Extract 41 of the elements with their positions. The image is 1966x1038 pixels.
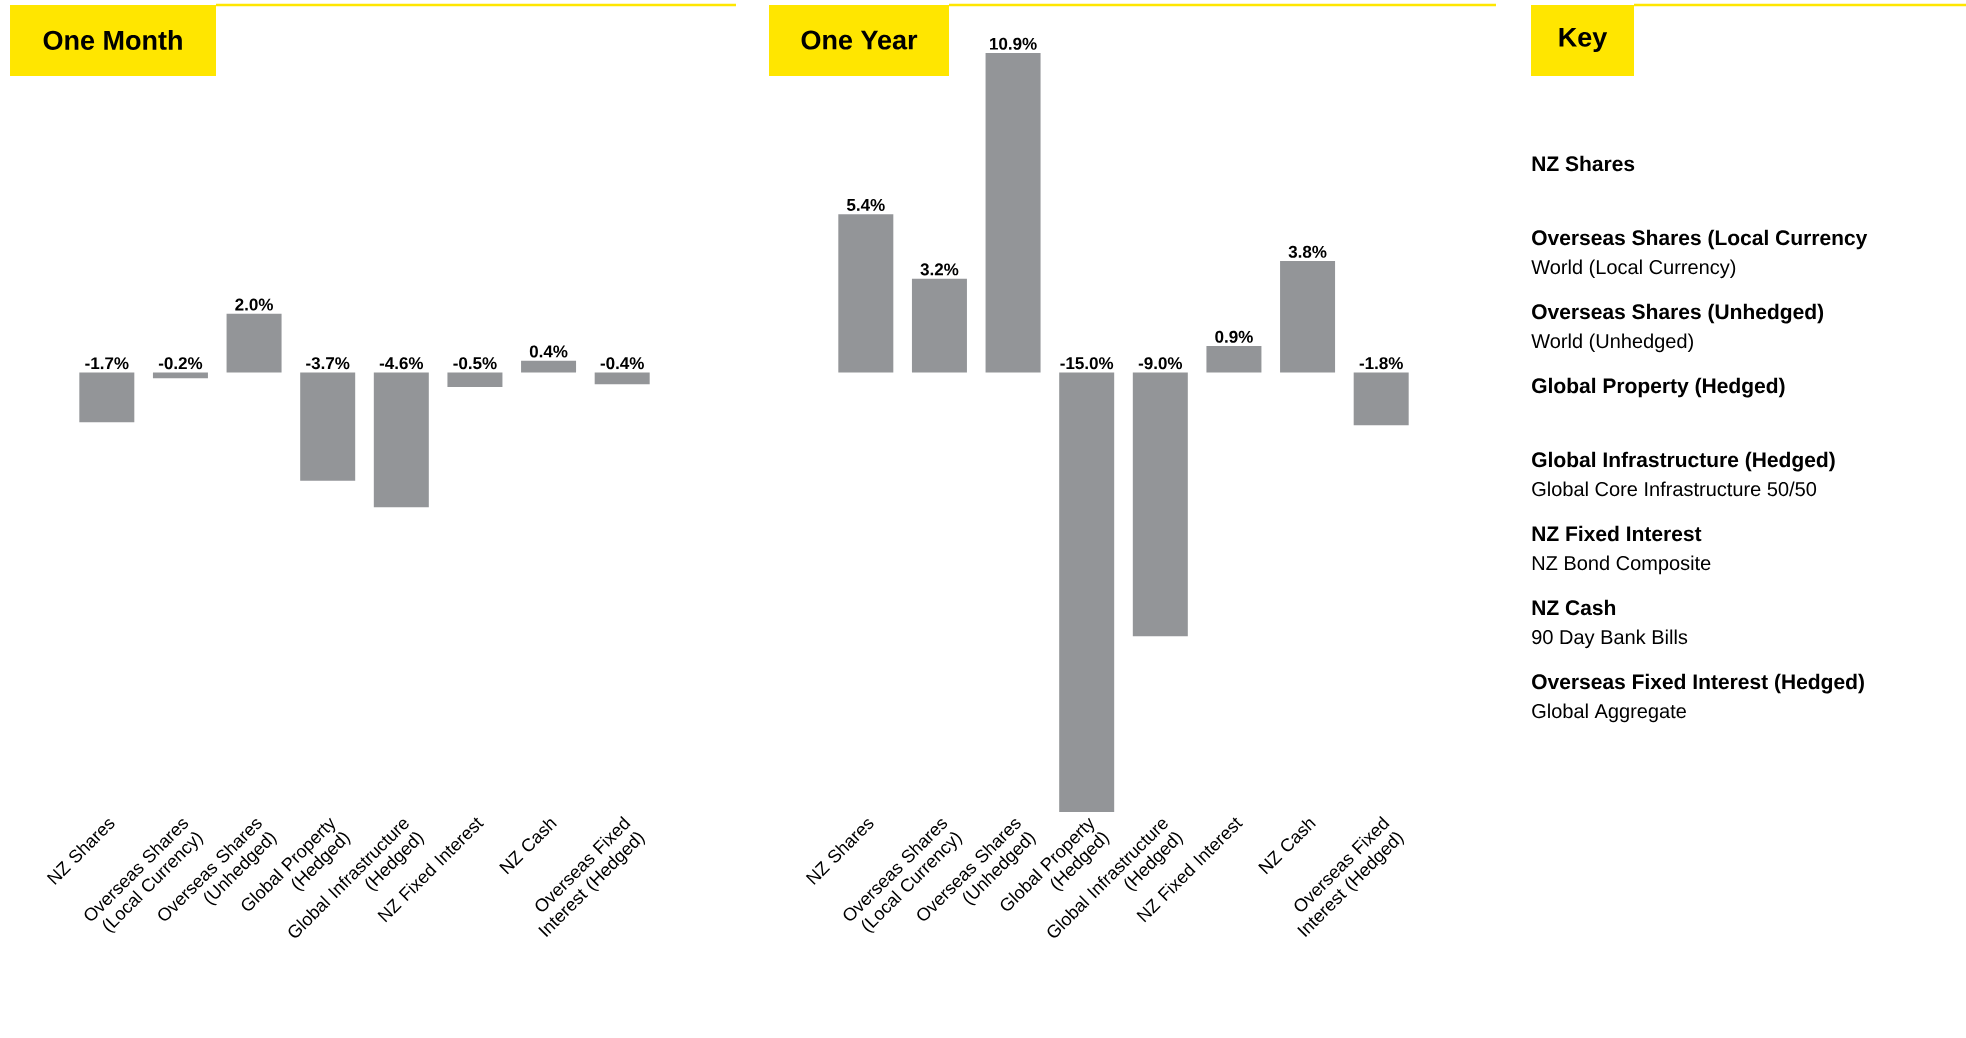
bar <box>1059 372 1115 812</box>
data-label: -9.0% <box>1138 357 1183 370</box>
data-label: -0.5% <box>453 357 497 370</box>
text: NZ Bond Composite <box>1532 555 1711 575</box>
text: World (Local Currency) <box>1531 259 1736 279</box>
data-label: 3.2% <box>920 263 959 276</box>
data-label: 0.4% <box>529 345 568 358</box>
category-label: Overseas Fixed Interest (Hedged) <box>1532 673 1864 694</box>
data-label: -1.7% <box>85 357 129 370</box>
category-label: Global Property (Hedged) <box>1532 377 1785 398</box>
category-label: Global Infrastructure (Hedged) <box>1532 451 1835 472</box>
data-label: 0.9% <box>1215 330 1253 343</box>
text: Global Aggregate <box>1532 703 1686 723</box>
text: Key <box>1559 27 1608 53</box>
category-label: Overseas Shares (Local Currency <box>1532 229 1868 250</box>
category-label: NZ Fixed Interest <box>1532 525 1702 542</box>
text: World (Unhedged) <box>1531 333 1693 353</box>
bar <box>1353 372 1409 426</box>
category-label: Overseas Shares (Unhedged) <box>1532 303 1824 324</box>
bar <box>1132 372 1188 637</box>
data-label: -0.4% <box>600 357 644 370</box>
bar <box>911 278 967 373</box>
data-label: -1.8% <box>1359 357 1403 370</box>
bar <box>1206 346 1262 373</box>
data-label: -15.0% <box>1060 357 1114 370</box>
data-label: 2.0% <box>235 298 273 311</box>
bar <box>1280 261 1336 373</box>
category-label: NZ Shares <box>1532 155 1635 172</box>
category-label: NZ Cash <box>1532 599 1616 616</box>
data-label: -0.2% <box>158 357 203 370</box>
text: 90 Day Bank Bills <box>1532 629 1688 649</box>
data-label: 10.9% <box>990 37 1037 50</box>
data-label: 3.8% <box>1288 245 1327 258</box>
data-label: -3.7% <box>306 357 350 370</box>
chart-title: One Month <box>43 30 182 50</box>
chart-title: One Year <box>801 30 918 50</box>
data-label: 5.4% <box>846 198 885 211</box>
text: Global Core Infrastructure 50/50 <box>1532 481 1817 497</box>
bar <box>838 214 894 373</box>
data-label: -4.6% <box>379 357 424 370</box>
bar <box>985 52 1041 373</box>
